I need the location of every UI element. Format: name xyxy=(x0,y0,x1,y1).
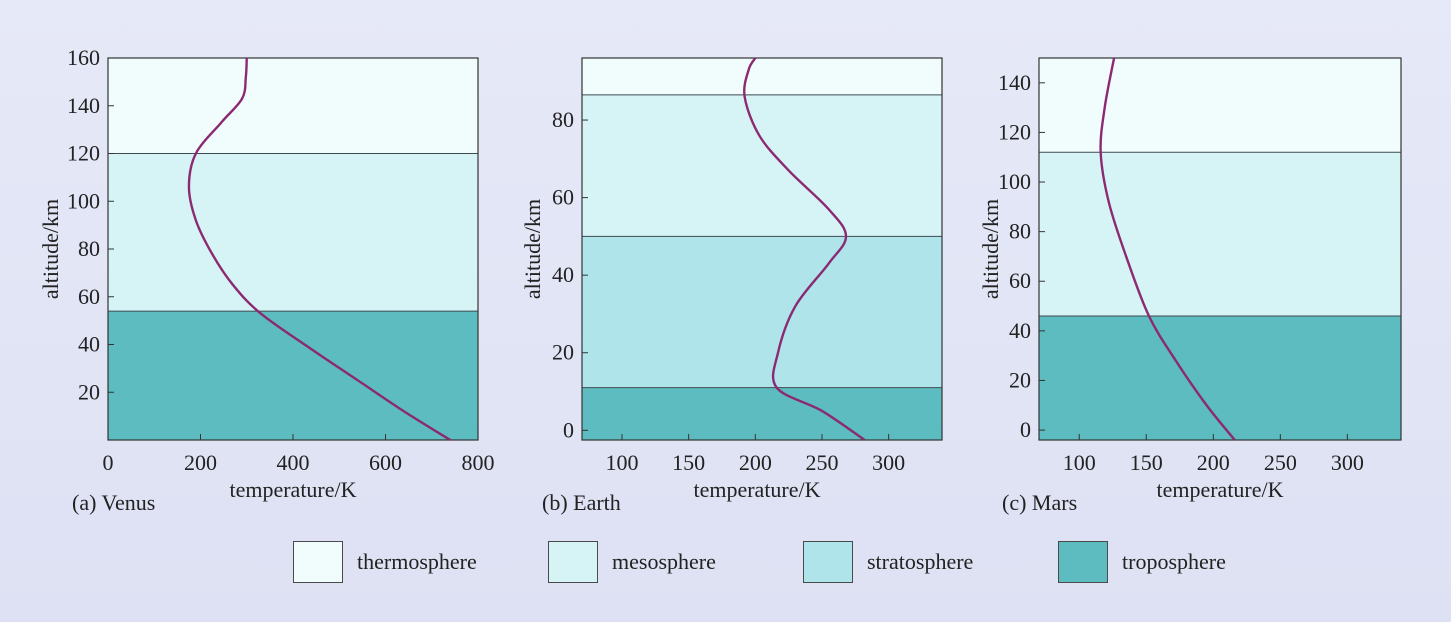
layer-band-mesosphere xyxy=(108,153,478,312)
x-tick-label: 400 xyxy=(277,450,310,475)
y-tick-label: 40 xyxy=(552,262,574,287)
x-tick-label: 200 xyxy=(739,450,772,475)
x-tick-label: 250 xyxy=(1264,450,1297,475)
y-axis-label: altitude/km xyxy=(38,199,63,299)
y-tick-label: 160 xyxy=(67,45,100,70)
temperature-profile-line xyxy=(743,57,866,441)
x-axis-label: temperature/K xyxy=(693,477,820,502)
y-tick-label: 80 xyxy=(78,236,100,261)
chart-panel-3: 100 150 200 250 300 0 20 40 60 80 100 120 140 tempera… xyxy=(978,57,1402,515)
y-tick-label: 80 xyxy=(1009,219,1031,244)
legend-item-troposphere: troposphere xyxy=(1058,540,1226,584)
y-tick-label: 100 xyxy=(998,169,1031,194)
legend-swatch-mesosphere xyxy=(548,541,598,583)
y-tick-label: 40 xyxy=(78,332,100,357)
layer-band-mesosphere xyxy=(1039,152,1401,316)
y-tick-label: 20 xyxy=(552,340,574,365)
legend-swatch-stratosphere xyxy=(803,541,853,583)
y-tick-label: 120 xyxy=(67,141,100,166)
y-tick-label: 120 xyxy=(998,119,1031,144)
y-tick-label: 20 xyxy=(78,379,100,404)
legend-label-troposphere: troposphere xyxy=(1122,549,1226,574)
y-tick-label: 80 xyxy=(552,107,574,132)
x-axis-label: temperature/K xyxy=(1156,477,1283,502)
y-tick-label: 60 xyxy=(78,284,100,309)
y-axis-label: altitude/km xyxy=(978,199,1003,299)
layer-band-stratosphere xyxy=(582,236,942,388)
y-tick-label: 100 xyxy=(67,188,100,213)
y-tick-label: 0 xyxy=(1020,417,1031,442)
temperature-profile-line xyxy=(1099,57,1236,441)
layer-band-troposphere xyxy=(108,311,478,440)
legend-item-mesosphere: mesosphere xyxy=(548,540,716,584)
legend-item-thermosphere: thermosphere xyxy=(293,540,477,584)
plot-frame xyxy=(1038,57,1402,441)
y-tick-label: 40 xyxy=(1009,318,1031,343)
legend-item-stratosphere: stratosphere xyxy=(803,540,973,584)
x-tick-label: 800 xyxy=(462,450,495,475)
y-tick-label: 140 xyxy=(67,93,100,118)
y-axis-label: altitude/km xyxy=(520,199,545,299)
legend-swatch-troposphere xyxy=(1058,541,1108,583)
x-tick-label: 150 xyxy=(1130,450,1163,475)
layer-band-thermosphere xyxy=(108,58,478,154)
panel-caption: (c) Mars xyxy=(1002,490,1077,515)
panel-caption: (a) Venus xyxy=(72,490,155,515)
panel-caption: (b) Earth xyxy=(542,490,621,515)
x-tick-label: 0 xyxy=(103,450,114,475)
y-tick-label: 140 xyxy=(998,70,1031,95)
layer-band-mesosphere xyxy=(582,94,942,237)
legend-label-stratosphere: stratosphere xyxy=(867,549,974,574)
x-tick-label: 100 xyxy=(606,450,639,475)
x-tick-label: 300 xyxy=(1331,450,1364,475)
x-tick-label: 600 xyxy=(369,450,402,475)
temperature-profile-line xyxy=(187,57,451,442)
layer-band-thermosphere xyxy=(582,58,942,95)
x-tick-label: 100 xyxy=(1063,450,1096,475)
x-tick-label: 250 xyxy=(806,450,839,475)
y-tick-label: 20 xyxy=(1009,367,1031,392)
x-tick-label: 150 xyxy=(672,450,705,475)
plot-frame xyxy=(581,57,943,441)
x-tick-label: 200 xyxy=(1197,450,1230,475)
y-tick-label: 60 xyxy=(1009,268,1031,293)
layer-band-troposphere xyxy=(582,387,942,440)
y-tick-label: 60 xyxy=(552,185,574,210)
layer-band-thermosphere xyxy=(1039,58,1401,153)
chart-panel-1: 0 200 400 600 800 20 40 60 80 100 120 140 160 tempera… xyxy=(38,45,495,515)
x-tick-label: 200 xyxy=(184,450,217,475)
legend-label-thermosphere: thermosphere xyxy=(357,549,477,574)
chart-panel-2: 100 150 200 250 300 0 20 40 60 80 temperature/K alt… xyxy=(520,57,943,515)
y-tick-label: 0 xyxy=(563,417,574,442)
layer-band-troposphere xyxy=(1039,315,1401,440)
legend-label-mesosphere: mesosphere xyxy=(612,549,716,574)
x-tick-label: 300 xyxy=(872,450,905,475)
legend-swatch-thermosphere xyxy=(293,541,343,583)
x-axis-label: temperature/K xyxy=(229,477,356,502)
